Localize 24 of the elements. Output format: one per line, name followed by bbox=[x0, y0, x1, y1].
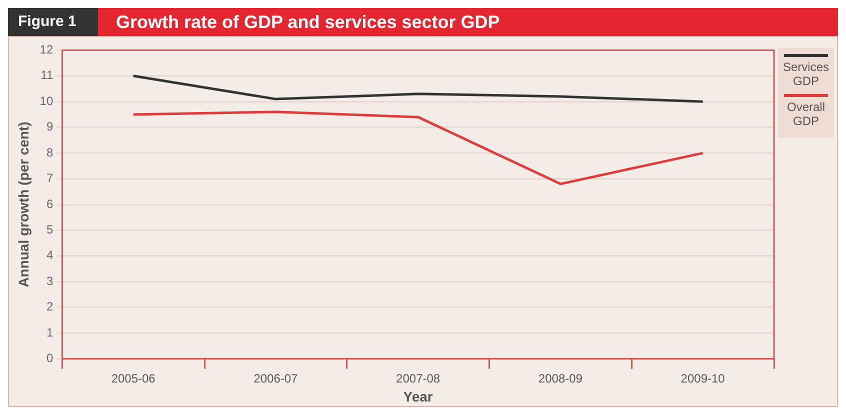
y-tick-label: 1 bbox=[46, 325, 54, 340]
y-tick-label: 12 bbox=[40, 42, 54, 57]
y-tick-label: 8 bbox=[46, 145, 54, 160]
y-axis-title: Annual growth (per cent) bbox=[15, 122, 32, 288]
y-tick-label: 5 bbox=[46, 222, 54, 237]
x-tick-label: 2009-10 bbox=[680, 371, 726, 386]
x-tick-label: 2008-09 bbox=[538, 371, 583, 386]
y-tick-label: 0 bbox=[46, 351, 54, 366]
x-tick-label: 2006-07 bbox=[254, 371, 298, 386]
caption: Figure 1 bbox=[8, 8, 98, 36]
y-tick-label: 3 bbox=[46, 274, 54, 288]
y-tick-label: 6 bbox=[46, 196, 54, 211]
y-tick-label: 9 bbox=[46, 120, 54, 134]
y-tick-label: 10 bbox=[40, 94, 54, 108]
chart-title: Growth rate of GDP and services sector GDP bbox=[115, 12, 500, 32]
legend-label: Services GDP bbox=[782, 60, 830, 88]
x-tick-label: 2005-06 bbox=[111, 371, 156, 386]
y-tick-label: 11 bbox=[40, 68, 54, 82]
y-tick-label: 7 bbox=[46, 171, 54, 186]
y-tick-label: 4 bbox=[46, 248, 54, 262]
x-axis-title: Year bbox=[403, 388, 434, 404]
x-tick-label: 2007-08 bbox=[396, 371, 440, 386]
legend-label: Overall GDP bbox=[786, 100, 826, 128]
y-tick-label: 2 bbox=[46, 300, 54, 314]
